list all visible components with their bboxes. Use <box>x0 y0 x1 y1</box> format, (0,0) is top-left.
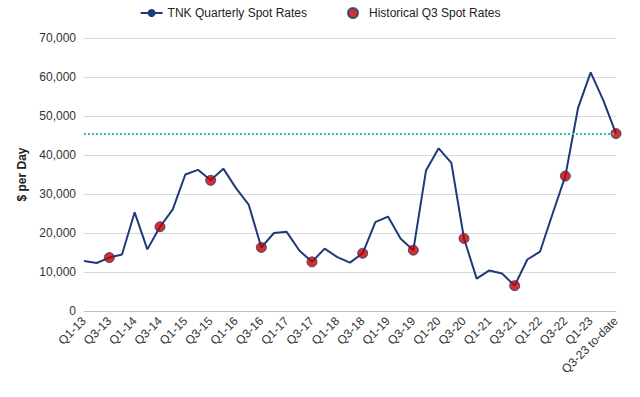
svg-text:TNK Quarterly Spot Rates: TNK Quarterly Spot Rates <box>168 6 307 20</box>
svg-text:Q1-19: Q1-19 <box>359 314 393 348</box>
svg-text:Q1-20: Q1-20 <box>410 314 444 348</box>
svg-text:0: 0 <box>69 304 76 318</box>
svg-text:Q3-20: Q3-20 <box>435 314 469 348</box>
svg-text:10,000: 10,000 <box>39 265 76 279</box>
svg-text:50,000: 50,000 <box>39 109 76 123</box>
svg-text:Q3-23 to-date: Q3-23 to-date <box>559 314 621 376</box>
svg-text:Q1-23: Q1-23 <box>562 314 596 348</box>
svg-text:Q3-21: Q3-21 <box>486 314 520 348</box>
svg-text:60,000: 60,000 <box>39 70 76 84</box>
svg-text:Q1-17: Q1-17 <box>258 314 292 348</box>
svg-text:Q1-21: Q1-21 <box>461 314 495 348</box>
svg-text:40,000: 40,000 <box>39 148 76 162</box>
svg-text:Q1-16: Q1-16 <box>207 314 241 348</box>
svg-text:Q3-22: Q3-22 <box>537 314 571 348</box>
svg-text:Q3-16: Q3-16 <box>233 314 267 348</box>
svg-text:Q3-13: Q3-13 <box>81 314 115 348</box>
svg-text:Q3-18: Q3-18 <box>334 314 368 348</box>
svg-text:Q3-15: Q3-15 <box>182 314 216 348</box>
svg-text:Q1-14: Q1-14 <box>106 314 140 348</box>
svg-text:Historical Q3 Spot Rates: Historical Q3 Spot Rates <box>369 6 500 20</box>
svg-text:70,000: 70,000 <box>39 31 76 45</box>
svg-text:Q3-14: Q3-14 <box>131 314 165 348</box>
svg-text:30,000: 30,000 <box>39 187 76 201</box>
svg-text:Q1-22: Q1-22 <box>511 314 545 348</box>
svg-text:$ per Day: $ per Day <box>15 147 29 201</box>
svg-text:Q1-13: Q1-13 <box>55 314 89 348</box>
svg-text:20,000: 20,000 <box>39 226 76 240</box>
svg-text:Q3-19: Q3-19 <box>385 314 419 348</box>
svg-text:Q1-18: Q1-18 <box>309 314 343 348</box>
svg-text:Q3-17: Q3-17 <box>283 314 317 348</box>
svg-text:Q1-15: Q1-15 <box>157 314 191 348</box>
